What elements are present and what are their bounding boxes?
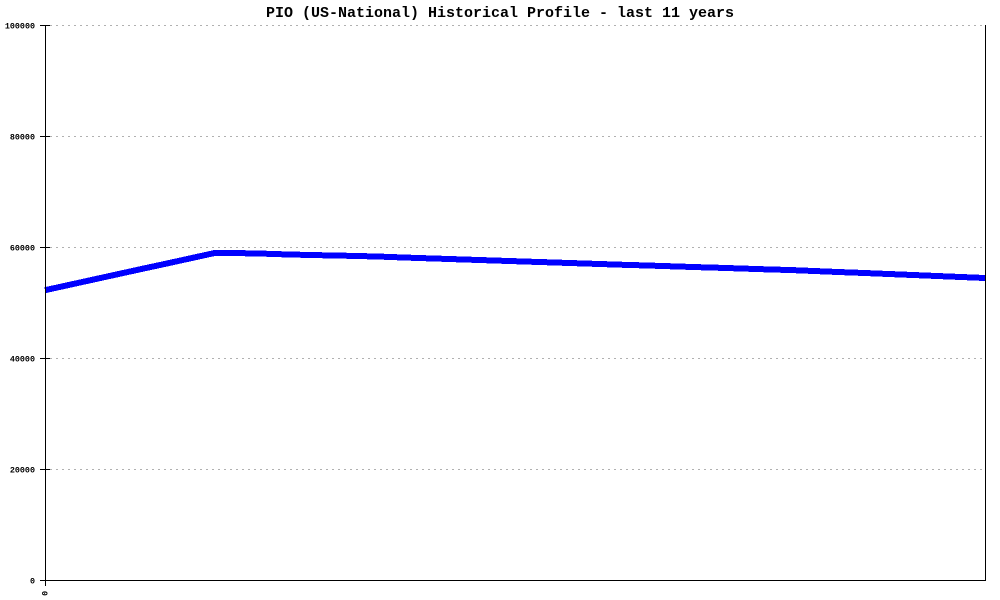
- svg-text:40000: 40000: [10, 355, 35, 365]
- svg-text:20000: 20000: [10, 466, 35, 476]
- svg-text:0: 0: [30, 577, 35, 587]
- svg-text:100000: 100000: [5, 22, 35, 32]
- svg-text:0: 0: [41, 591, 51, 596]
- svg-text:60000: 60000: [10, 244, 35, 254]
- svg-text:PIO (US-National) Historical P: PIO (US-National) Historical Profile - l…: [266, 5, 734, 22]
- svg-text:80000: 80000: [10, 133, 35, 143]
